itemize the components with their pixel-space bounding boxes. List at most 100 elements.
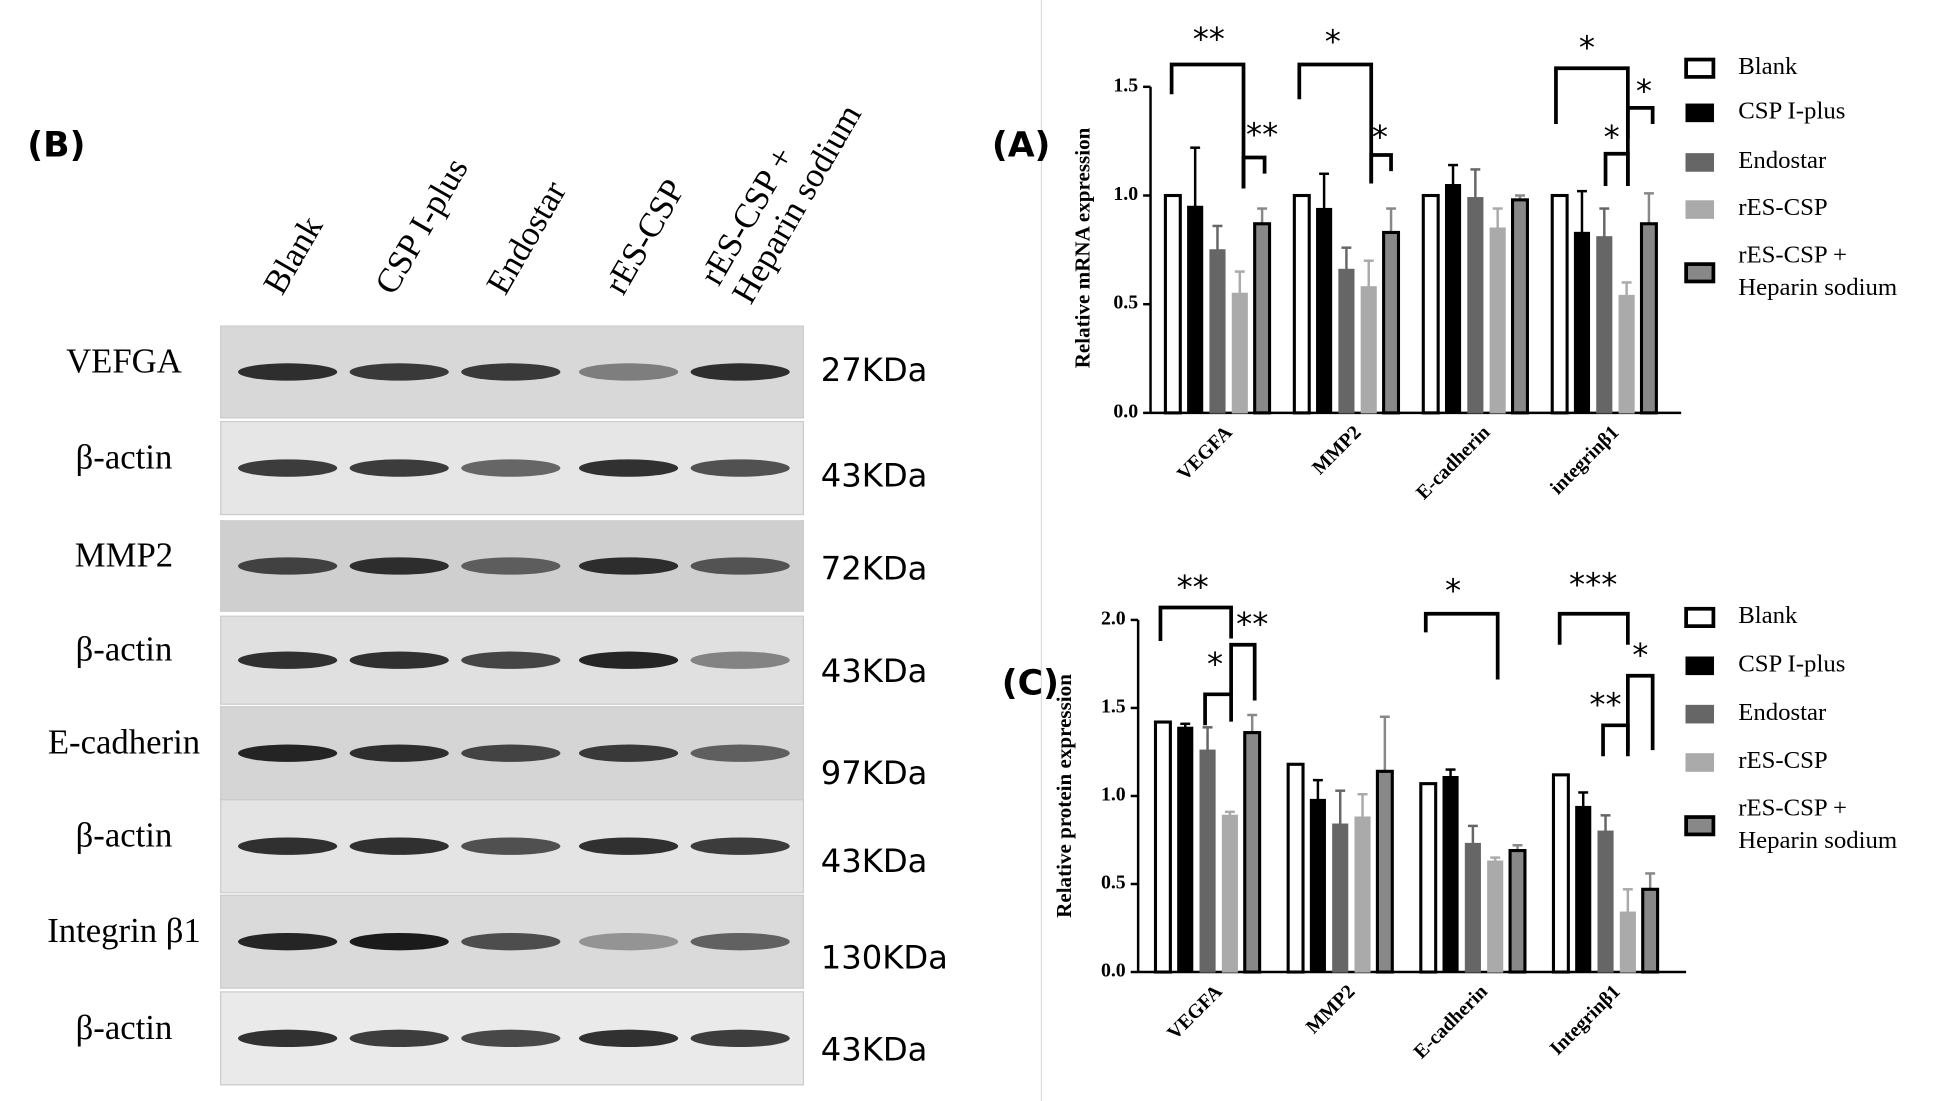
bar bbox=[1243, 731, 1262, 974]
blot-band bbox=[578, 459, 679, 477]
size-label: 43KDa bbox=[821, 652, 928, 690]
bar bbox=[1550, 193, 1569, 415]
x-tick-label: MMP2 bbox=[1302, 981, 1360, 1039]
blot-band bbox=[461, 363, 561, 381]
lane-label: rES-CSP bbox=[596, 173, 692, 301]
significance-label: * bbox=[1372, 118, 1388, 156]
significance-bracket bbox=[1423, 611, 1500, 680]
bar bbox=[1338, 268, 1355, 414]
bar bbox=[1467, 197, 1484, 414]
bar bbox=[1639, 222, 1658, 415]
legend-label-line: rES-CSP + bbox=[1738, 794, 1847, 821]
legend-swatch bbox=[1684, 815, 1716, 837]
blot-band bbox=[349, 744, 449, 762]
size-label: 130KDa bbox=[821, 939, 948, 977]
legend-label: rES-CSP + Heparin sodium bbox=[1738, 794, 1897, 853]
blot-band bbox=[238, 932, 338, 951]
bar bbox=[1354, 816, 1371, 973]
bar bbox=[1551, 773, 1570, 974]
bar bbox=[1442, 775, 1459, 973]
blot-band bbox=[461, 1029, 561, 1048]
blot-band bbox=[238, 557, 338, 575]
x-tick-label: Integrinβ1 bbox=[1546, 981, 1625, 1060]
bar bbox=[1221, 814, 1238, 973]
bar bbox=[1641, 887, 1660, 974]
significance-bracket bbox=[1625, 673, 1655, 751]
significance-bracket bbox=[1557, 611, 1630, 645]
blot-band bbox=[578, 932, 679, 951]
bar bbox=[1163, 193, 1182, 415]
bar bbox=[1487, 860, 1504, 973]
bar bbox=[1332, 823, 1349, 973]
blot-band bbox=[238, 363, 338, 381]
blot-band bbox=[578, 557, 679, 575]
row-label: E-cadherin bbox=[48, 723, 200, 762]
row-label: β-actin bbox=[76, 438, 173, 477]
blot-band bbox=[690, 557, 790, 575]
panel-label: (B) bbox=[27, 125, 85, 165]
bar bbox=[1597, 830, 1614, 973]
row-label: β-actin bbox=[76, 816, 173, 855]
row-label: β-actin bbox=[76, 1008, 173, 1047]
bar bbox=[1177, 726, 1194, 973]
bar bbox=[1464, 842, 1481, 973]
significance-bracket bbox=[1603, 151, 1630, 187]
blot-band bbox=[690, 932, 790, 951]
legend-label: CSP I-plus bbox=[1738, 98, 1845, 125]
size-label: 43KDa bbox=[821, 842, 928, 880]
significance-label: * bbox=[1579, 29, 1595, 67]
legend-label: rES-CSP bbox=[1738, 194, 1828, 221]
bar bbox=[1375, 769, 1394, 974]
blot-band bbox=[690, 363, 790, 381]
blot-band bbox=[238, 744, 338, 762]
bar-chart: (C)Relative protein expression 0.0 0.5 1.0 1… bbox=[1002, 565, 1897, 1063]
significance-label: * bbox=[1325, 22, 1341, 60]
significance-bracket bbox=[1625, 106, 1655, 139]
significance-bracket bbox=[1203, 692, 1233, 726]
legend-swatch bbox=[1685, 153, 1715, 172]
row-label: β-actin bbox=[76, 630, 173, 669]
legend-label: rES-CSP + Heparin sodium bbox=[1738, 241, 1897, 300]
y-tick-label: 0.0 bbox=[1113, 400, 1138, 422]
x-tick-label: E-cadherin bbox=[1409, 981, 1492, 1064]
significance-bracket bbox=[1229, 642, 1257, 701]
size-label: 43KDa bbox=[821, 456, 928, 494]
size-label: 27KDa bbox=[821, 351, 928, 389]
lane-label: Endostar bbox=[478, 174, 574, 301]
blot-band bbox=[349, 363, 449, 381]
blot-band bbox=[578, 651, 679, 669]
bar bbox=[1618, 294, 1635, 414]
significance-label: * bbox=[1632, 636, 1648, 674]
legend-label: CSP I-plus bbox=[1738, 650, 1845, 677]
legend-swatch bbox=[1685, 656, 1715, 676]
blot-band bbox=[349, 651, 449, 669]
lane-label: rES-CSP +Heparin sodium bbox=[692, 79, 869, 310]
significance-bracket bbox=[1297, 62, 1374, 184]
significance-label: ** bbox=[1193, 20, 1225, 58]
bar bbox=[1253, 222, 1272, 415]
size-label: 43KDa bbox=[821, 1030, 928, 1068]
blot-band bbox=[461, 651, 561, 669]
bar bbox=[1292, 193, 1311, 415]
blot-band bbox=[349, 932, 449, 951]
bar bbox=[1209, 249, 1226, 414]
bar bbox=[1187, 205, 1204, 414]
blot-band bbox=[349, 557, 449, 575]
blot-band bbox=[690, 459, 790, 477]
significance-bracket bbox=[1169, 62, 1246, 189]
size-label: 97KDa bbox=[821, 754, 928, 792]
significance-label: *** bbox=[1569, 565, 1617, 603]
bar bbox=[1444, 184, 1462, 414]
blot-band bbox=[349, 837, 449, 855]
bar bbox=[1619, 911, 1636, 973]
blot-panel: Blank CSP I-plus Endostar rES-CSP rES-CSP +H… bbox=[47, 79, 948, 1086]
legend-label-line: Heparin sodium bbox=[1738, 274, 1897, 301]
bar bbox=[1309, 798, 1326, 973]
charts: (A) Relative mRNA expression 0.0 0.5 1.0 1.5 V… bbox=[992, 20, 1897, 1063]
blot-band bbox=[349, 1029, 449, 1048]
panel-label: (C) bbox=[1002, 663, 1059, 703]
y-tick-label: 0.5 bbox=[1101, 872, 1126, 894]
y-axis-label: Relative mRNA expression bbox=[1071, 127, 1095, 368]
significance-label: ** bbox=[1246, 115, 1278, 153]
